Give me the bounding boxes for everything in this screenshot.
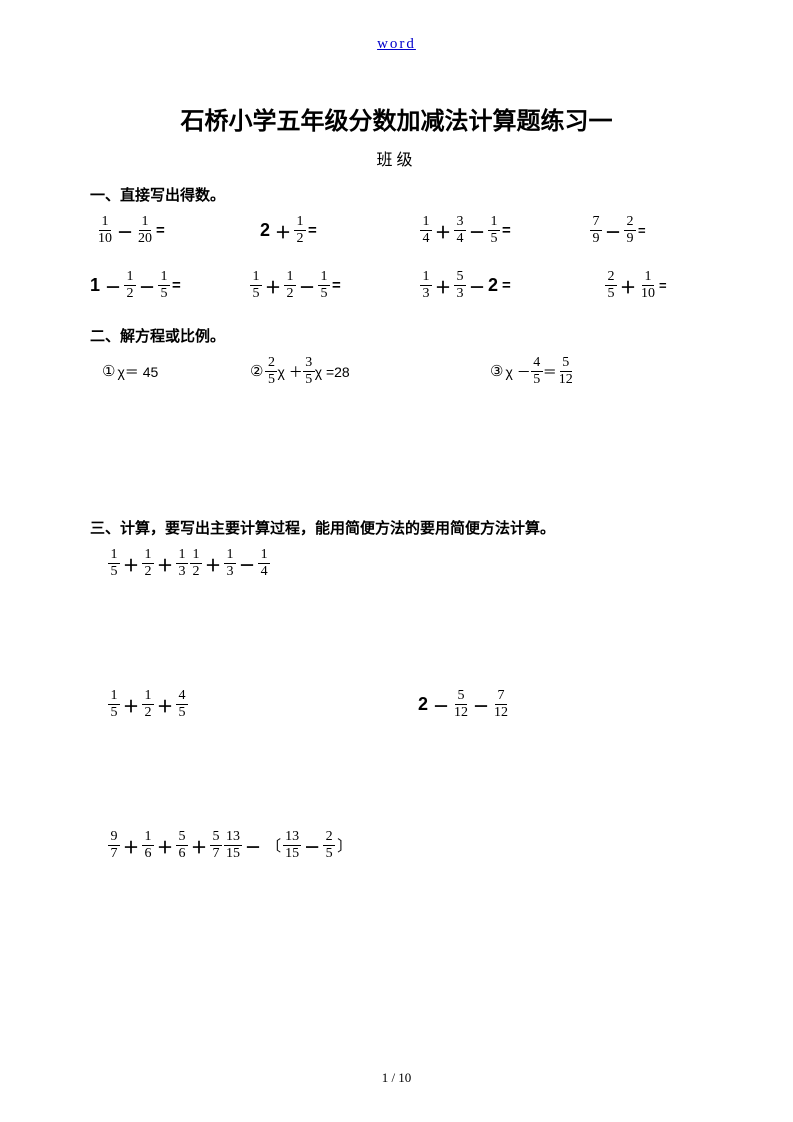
s1r1-q4: 79 － 29 =	[590, 215, 703, 246]
page-title: 石桥小学五年级分数加减法计算题练习一	[90, 101, 703, 136]
s1-row2: 1 － 12 － 15 = 15 ＋ 12 － 15 = 13 ＋ 53	[90, 270, 703, 301]
page-subtitle: 班级	[90, 146, 703, 170]
s1r2-q2: 15 ＋ 12 － 15 =	[250, 270, 420, 301]
s2-q1: ① χ＝ 45	[90, 362, 250, 382]
s3-q1: 15 ＋ 12 ＋ 13 12 ＋ 13 － 14	[90, 548, 703, 579]
s3-q3: 2 － 512 － 712	[418, 689, 703, 720]
s1r2-q3: 13 ＋ 53 － 2 =	[420, 270, 595, 301]
s2-q3: ③ χ － 45 ＝ 512	[490, 356, 703, 387]
s3-row2: 15 ＋ 12 ＋ 45 2 － 512 － 712	[90, 689, 703, 720]
section3: 三、计算，要写出主要计算过程，能用简便方法的要用简便方法计算。 15 ＋ 12 …	[90, 517, 703, 861]
s2-q2: ② 25 χ ＋ 35 χ =28	[250, 356, 490, 387]
s2-row: ① χ＝ 45 ② 25 χ ＋ 35 χ =28 ③ χ － 45 ＝ 512	[90, 356, 703, 387]
page-footer: 1 / 10	[0, 1070, 793, 1086]
worksheet-page: word 石桥小学五年级分数加减法计算题练习一 班级 一、直接写出得数。 110…	[0, 0, 793, 1011]
s1-row1: 110 － 120 = 2 ＋ 12 = 14 ＋ 34 － 15 =	[90, 215, 703, 246]
word-link[interactable]: word	[377, 36, 416, 52]
s1r1-q1: 110 － 120 =	[90, 215, 260, 246]
section2-heading: 二、解方程或比例。	[90, 325, 703, 346]
s3-q2: 15 ＋ 12 ＋ 45	[108, 689, 418, 720]
header-link-container: word	[90, 36, 703, 53]
s1r2-q4: 25 ＋ 110 =	[595, 270, 703, 301]
s1r1-q3: 14 ＋ 34 － 15 =	[420, 215, 590, 246]
section3-heading: 三、计算，要写出主要计算过程，能用简便方法的要用简便方法计算。	[90, 517, 703, 538]
s1r1-q2: 2 ＋ 12 =	[260, 215, 420, 246]
s3-q4: 97 ＋ 16 ＋ 56 ＋ 57 1315 － 〔 1315 － 25 〕	[90, 830, 703, 861]
section1-heading: 一、直接写出得数。	[90, 184, 703, 205]
s1r2-q1: 1 － 12 － 15 =	[90, 270, 250, 301]
